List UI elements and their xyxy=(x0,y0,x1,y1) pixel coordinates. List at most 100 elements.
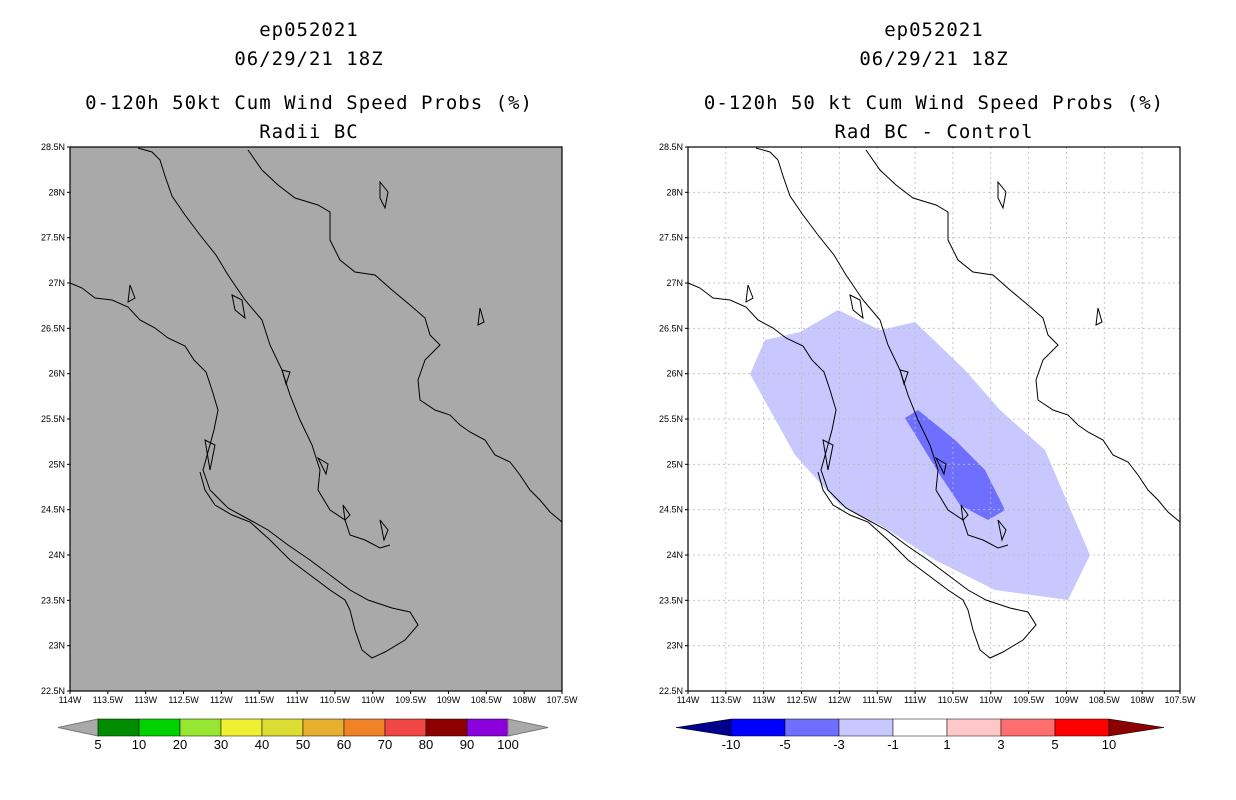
right-cbar-end-low xyxy=(675,718,732,737)
left-cbar-end-high xyxy=(507,718,549,737)
left-lon-labels: 114W 113.5W 113W 112.5W 112W 111.5W 111W 110.5W… xyxy=(59,691,578,705)
right_panel-lat-label-7: 25N xyxy=(666,459,683,469)
right_panel-lat-label-12: 22.5N xyxy=(659,686,683,696)
right-lon-labels: 114W 113.5W 113W 112.5W 112W 111.5W 111W 110.5W… xyxy=(677,691,1196,705)
right_panel-lon-label-7: 110.5W xyxy=(938,695,969,705)
right-title-datetime: 06/29/21 18Z xyxy=(859,48,1009,70)
left-coast-segment-0 xyxy=(69,282,419,659)
right-coast-segment-4 xyxy=(849,294,864,320)
left-coast-segment-5 xyxy=(281,369,291,386)
left_panel-lat-label-0: 28.5N xyxy=(41,142,65,152)
left_panel-lon-label-0: 114W xyxy=(59,695,82,705)
right-coast-segment-10 xyxy=(960,504,969,522)
left_panel-lon-label-6: 111W xyxy=(286,695,309,705)
left-cbar-end-low xyxy=(57,718,99,737)
left-cbar-box-9 xyxy=(466,718,509,737)
left-coast-segment-4 xyxy=(231,294,246,320)
prob-diff-area-minus3 xyxy=(905,410,1005,520)
left-map-background xyxy=(69,146,563,692)
left_panel-lat-label-12: 22.5N xyxy=(41,686,65,696)
left-coast-segment-11 xyxy=(379,519,389,542)
left_panel-lat-label-10: 23.5N xyxy=(41,595,65,605)
left_panel-lon-label-2: 113W xyxy=(134,695,157,705)
right-cbar-box-0 xyxy=(730,718,786,737)
right-cbar-label-3: -1 xyxy=(887,737,899,752)
right-cbar-label-0: -10 xyxy=(722,737,741,752)
left-coast-segment-8 xyxy=(127,284,136,303)
left_panel-lon-label-8: 110W xyxy=(361,695,384,705)
left-coast-segment-9 xyxy=(204,439,216,471)
right_panel-lat-label-4: 26.5N xyxy=(659,323,683,333)
right-cbar-label-4: 1 xyxy=(943,737,950,752)
left-cbar-label-10: 100 xyxy=(497,737,519,752)
right-gridlines xyxy=(688,147,1180,691)
right-colorbar: -10 -5 -3 -1 1 3 5 10 xyxy=(675,718,1165,752)
right_panel-lon-label-1: 113.5W xyxy=(711,695,742,705)
right_panel-lon-label-2: 113W xyxy=(752,695,775,705)
left-cbar-box-3 xyxy=(220,718,263,737)
left-title-subtitle: Radii BC xyxy=(259,121,359,143)
left-coast-segment-1 xyxy=(137,147,391,549)
left_panel-lon-label-1: 113.5W xyxy=(93,695,124,705)
left_panel-lat-label-9: 24N xyxy=(48,550,65,560)
right_panel-lat-label-8: 24.5N xyxy=(659,505,683,515)
right_panel-lon-label-10: 109W xyxy=(1055,695,1079,705)
right-lat-labels: 28.5N 28N 27.5N 27N 26.5N 26N 25.5N 25N 24.5N 24N… xyxy=(659,142,688,696)
left-cbar-box-6 xyxy=(343,718,386,737)
left_panel-lon-label-4: 112W xyxy=(210,695,233,705)
left-title-storm-id: ep052021 xyxy=(259,19,359,41)
left-cbar-label-3: 30 xyxy=(214,737,228,752)
right-map: 28.5N 28N 27.5N 27N 26.5N 26N 25.5N 25N 24.5N 24N… xyxy=(659,142,1196,752)
right-cbar-box-3 xyxy=(892,718,948,737)
left_panel-lat-label-3: 27N xyxy=(48,278,65,288)
right_panel-lat-label-9: 24N xyxy=(666,550,683,560)
right_panel-lat-label-5: 26N xyxy=(666,369,683,379)
right-coast-segment-0 xyxy=(687,282,1037,659)
right-cbar-label-6: 5 xyxy=(1051,737,1058,752)
right-cbar-box-1 xyxy=(784,718,840,737)
right_panel-lat-label-11: 23N xyxy=(666,641,683,651)
left-cbar-label-8: 80 xyxy=(419,737,433,752)
right_panel-lon-label-5: 111.5W xyxy=(862,695,892,705)
left-cbar-label-6: 60 xyxy=(337,737,351,752)
left-cbar-box-8 xyxy=(425,718,468,737)
left-lat-labels: 28.5N 28N 27.5N 27N 26.5N 26N 25.5N 25N 24.5N 24N… xyxy=(41,142,70,696)
left-cbar-label-4: 40 xyxy=(255,737,269,752)
right_panel-lon-label-8: 110W xyxy=(979,695,1002,705)
right-coast-segment-9 xyxy=(822,439,834,471)
left-cbar-label-7: 70 xyxy=(378,737,392,752)
left-cbar-box-2 xyxy=(179,718,222,737)
right-coast-segment-7 xyxy=(1095,307,1103,326)
left_panel-lat-label-5: 26N xyxy=(48,369,65,379)
left-cbar-label-2: 20 xyxy=(173,737,187,752)
right-coast-segment-11 xyxy=(997,519,1007,542)
right-cbar-end-high xyxy=(1108,718,1165,737)
left_panel-lon-label-7: 110.5W xyxy=(320,695,351,705)
left-coast-segment-10 xyxy=(342,504,351,522)
left-cbar-box-4 xyxy=(261,718,304,737)
right-cbar-label-5: 3 xyxy=(997,737,1004,752)
left-cbar-box-5 xyxy=(302,718,345,737)
right_panel-lon-label-3: 112.5W xyxy=(786,695,817,705)
right_panel-lat-label-3: 27N xyxy=(666,278,683,288)
left-cbar-label-9: 90 xyxy=(460,737,474,752)
left-cbar-box-7 xyxy=(384,718,427,737)
left_panel-lat-label-1: 28N xyxy=(48,187,65,197)
right-cbar-label-2: -3 xyxy=(833,737,845,752)
right_panel-lat-label-2: 27.5N xyxy=(659,233,683,243)
right_panel-lon-label-9: 109.5W xyxy=(1013,695,1045,705)
left_panel-lon-label-11: 108.5W xyxy=(471,695,503,705)
left_panel-lat-label-4: 26.5N xyxy=(41,323,65,333)
right-coast-segment-1 xyxy=(755,147,1009,549)
left-title-datetime: 06/29/21 18Z xyxy=(234,48,384,70)
left_panel-lon-label-9: 109.5W xyxy=(395,695,427,705)
right_panel-lat-label-10: 23.5N xyxy=(659,595,683,605)
left_panel-lon-label-13: 107.5W xyxy=(546,695,578,705)
right-cbar-box-2 xyxy=(838,718,894,737)
left_panel-lat-label-2: 27.5N xyxy=(41,233,65,243)
prob-diff-area-minus1 xyxy=(750,310,1090,600)
right-cbar-box-4 xyxy=(946,718,1002,737)
right-cbar-box-5 xyxy=(1000,718,1056,737)
right_panel-lat-label-1: 28N xyxy=(666,187,683,197)
left-coast-segment-2 xyxy=(247,149,563,523)
